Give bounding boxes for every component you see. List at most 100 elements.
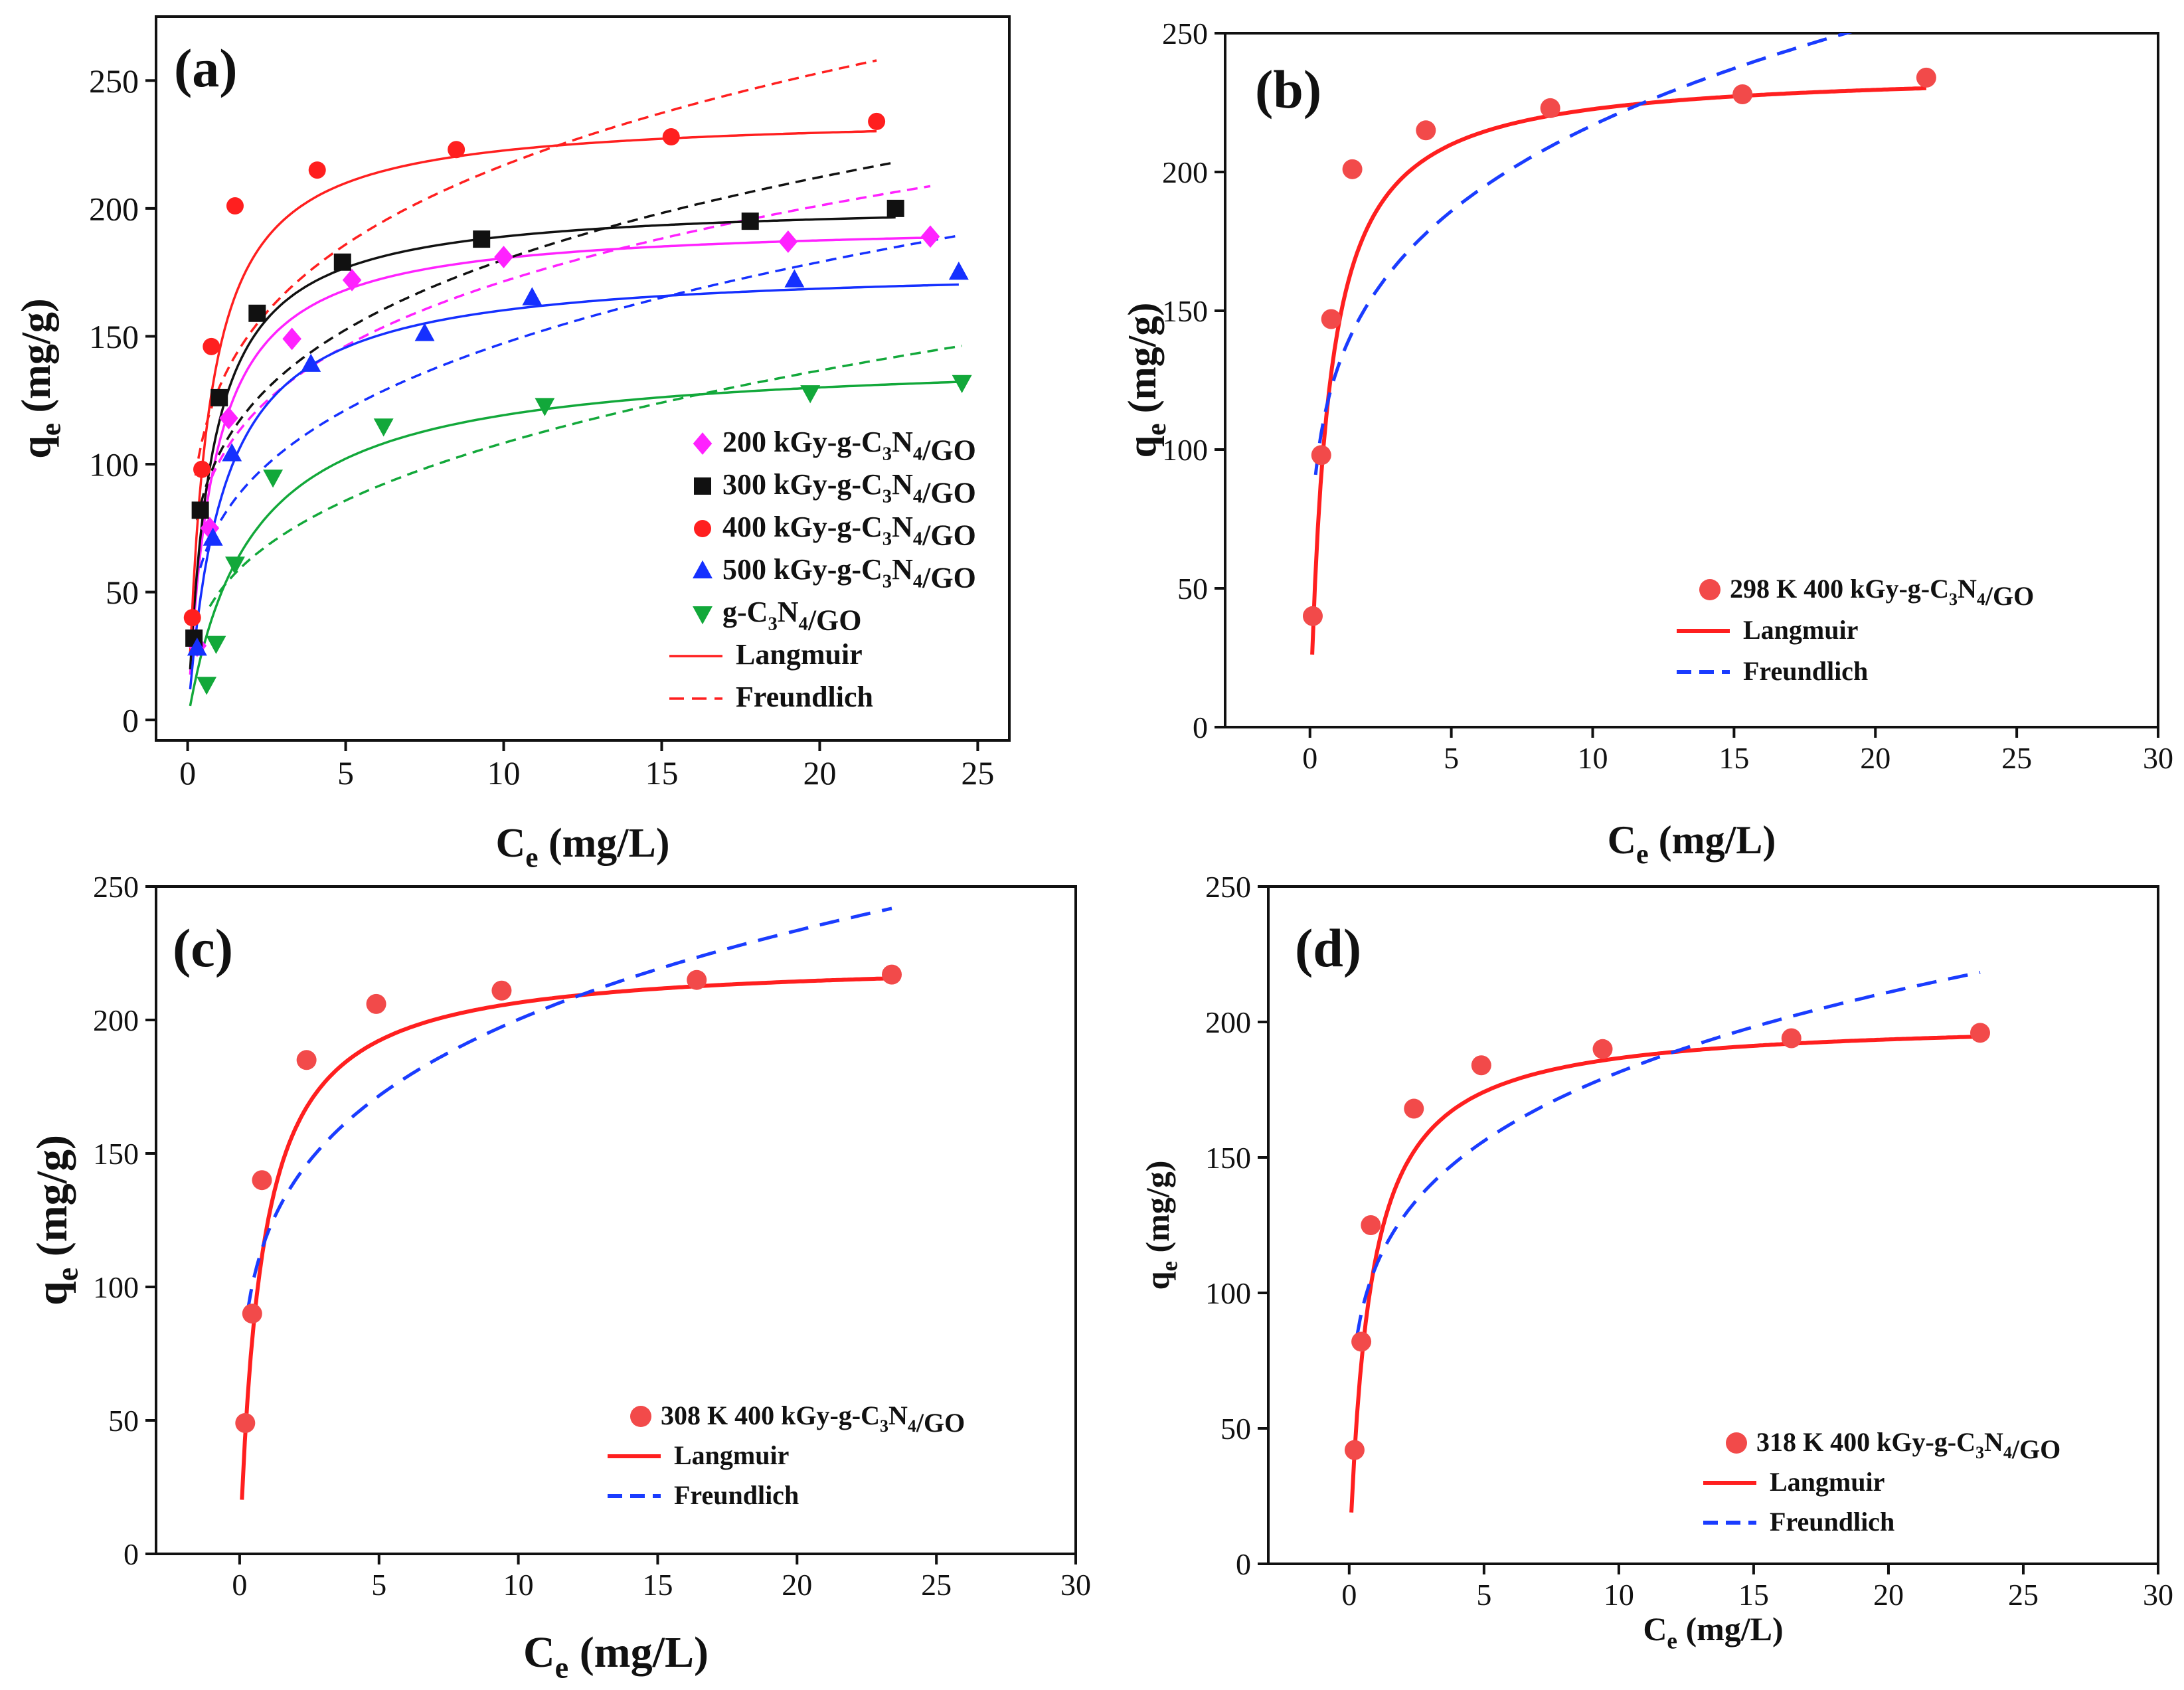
data-point: [219, 406, 238, 430]
legend-label: Freundlich: [1770, 1507, 1894, 1537]
x-tick-label: 10: [503, 1568, 534, 1602]
legend-label: Langmuir: [736, 638, 863, 671]
data-point: [203, 337, 220, 355]
x-axis-label: Ce (mg/L): [495, 821, 669, 874]
data-point: [1732, 84, 1753, 104]
x-tick-label: 25: [2008, 1578, 2039, 1612]
legend-label: 500 kGy-g-C3N4/GO: [722, 553, 976, 594]
legend-label: 400 kGy-g-C3N4/GO: [722, 511, 976, 551]
plot-area: [1349, 970, 1981, 1513]
panel-d: 0 5 10 15 20 25 30 0 50 100 150 200 250 (d) Ce (mg/L) q…: [1139, 870, 2173, 1653]
data-point: [308, 161, 326, 179]
y-tick-label: 50: [1220, 1412, 1251, 1446]
data-point: [414, 323, 435, 341]
freundlich-fit-red: [246, 906, 892, 1310]
x-tick-label: 5: [337, 754, 354, 792]
data-point: [948, 261, 969, 280]
data-point: [535, 398, 555, 416]
x-tick-label: 20: [1873, 1578, 1904, 1612]
plot-area: [1310, 33, 1926, 655]
y-tick-label: 50: [1177, 572, 1208, 606]
data-point: [301, 353, 321, 372]
plot-area: [189, 59, 962, 707]
data-point: [366, 993, 386, 1014]
data-point: [662, 128, 680, 146]
legend-label: 298 K 400 kGy-g-C3N4/GO: [1730, 574, 2034, 611]
data-point: [373, 418, 394, 437]
data-point: [242, 1304, 262, 1324]
legend-label: 308 K 400 kGy-g-C3N4/GO: [661, 1400, 965, 1438]
y-tick-label: 250: [89, 62, 139, 100]
data-point: [1416, 120, 1436, 141]
data-point: [226, 197, 244, 215]
x-tick-label: 20: [803, 754, 836, 792]
data-point: [342, 268, 362, 292]
y-tick-label: 100: [93, 1270, 139, 1304]
x-tick-label: 0: [179, 754, 196, 792]
y-tick-label: 150: [93, 1137, 139, 1171]
panel-label: (a): [174, 38, 238, 98]
data-point: [282, 327, 301, 351]
data-point: [491, 980, 512, 1001]
x-tick-label: 5: [1476, 1578, 1491, 1612]
data-point: [784, 269, 805, 288]
data-point: [263, 469, 284, 488]
y-tick-label: 100: [1205, 1276, 1251, 1310]
data-point: [187, 637, 207, 656]
data-point: [1592, 1039, 1613, 1059]
x-tick-label: 30: [2143, 741, 2173, 775]
legend-marker: [693, 432, 713, 455]
freundlich-fit-red: [1313, 33, 1853, 475]
x-tick-label: 20: [1860, 741, 1890, 775]
data-point: [522, 287, 543, 305]
data-point: [778, 230, 798, 253]
legend-label: 300 kGy-g-C3N4/GO: [722, 468, 976, 509]
x-axis-label: Ce (mg/L): [1643, 1610, 1783, 1654]
y-tick-label: 50: [106, 574, 139, 611]
langmuir-fit-red: [1349, 1035, 1981, 1513]
plot-area: [240, 906, 892, 1500]
freundlich-fit-red: [194, 59, 877, 476]
data-point: [741, 212, 759, 230]
x-tick-label: 0: [232, 1568, 247, 1602]
y-tick-label: 0: [1193, 711, 1208, 744]
data-point: [1404, 1098, 1424, 1119]
y-tick-label: 100: [1162, 433, 1208, 467]
data-point: [800, 385, 821, 404]
plot-frame: [1267, 885, 2159, 1565]
legend-marker: [1726, 1432, 1747, 1454]
y-tick-label: 0: [122, 702, 139, 739]
y-tick-label: 150: [1205, 1141, 1251, 1175]
data-point: [197, 677, 217, 695]
x-tick-label: 25: [921, 1568, 952, 1602]
data-point: [193, 460, 211, 478]
data-point: [1540, 98, 1560, 118]
x-tick-label: 25: [2001, 741, 2032, 775]
y-tick-label: 150: [89, 318, 139, 355]
x-tick-label: 0: [1302, 741, 1317, 775]
plot-frame: [155, 15, 1011, 742]
x-tick-label: 25: [961, 754, 994, 792]
legend-label: 200 kGy-g-C3N4/GO: [722, 426, 976, 466]
legend-label: 318 K 400 kGy-g-C3N4/GO: [1756, 1427, 2060, 1464]
langmuir-fit-red: [1310, 86, 1926, 655]
data-point: [1311, 445, 1331, 465]
plot-frame: [1224, 32, 2159, 728]
y-tick-label: 250: [93, 870, 139, 904]
data-point: [448, 141, 465, 159]
data-point: [222, 443, 242, 462]
y-tick-label: 200: [93, 1003, 139, 1037]
y-tick-label: 250: [1205, 870, 1251, 904]
freundlich-fit-magenta: [199, 185, 931, 511]
langmuir-fit-black: [189, 216, 896, 670]
y-tick-label: 50: [108, 1404, 139, 1438]
x-tick-label: 0: [1341, 1578, 1357, 1612]
data-point: [191, 501, 209, 519]
y-tick-label: 200: [89, 190, 139, 227]
data-point: [920, 225, 940, 248]
